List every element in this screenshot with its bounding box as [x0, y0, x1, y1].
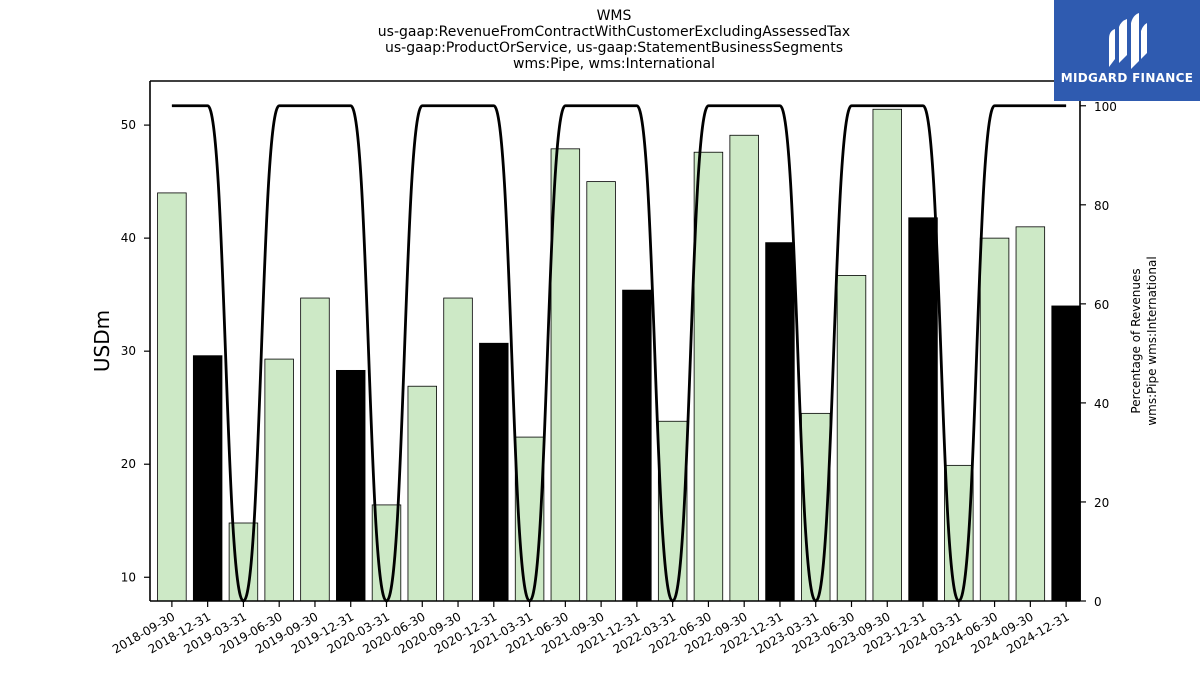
bar-2019-06-30 — [264, 358, 294, 602]
title-line-2: us-gaap:ProductOrService, us-gaap:Statem… — [385, 40, 843, 56]
bar-series — [157, 108, 1081, 602]
bar-2022-09-30 — [729, 134, 759, 602]
y-tick-label: 10 — [121, 570, 136, 584]
bar-2021-12-31 — [622, 289, 652, 602]
axes — [149, 80, 1081, 602]
title-line-0: WMS — [597, 8, 632, 24]
bar-2020-06-30 — [407, 385, 437, 602]
y2-tick-label: 80 — [1094, 199, 1109, 213]
y2-label-line-0: Percentage of Revenues — [1129, 268, 1143, 413]
y-tick-label: 20 — [121, 457, 136, 471]
y-axis-label: USDm — [90, 310, 114, 372]
bar-2018-09-30 — [157, 192, 187, 602]
bar-2023-12-31 — [908, 217, 938, 602]
bar-2024-09-30 — [1015, 226, 1046, 602]
bar-2021-09-30 — [586, 181, 616, 602]
y2-tick-label: 100 — [1094, 100, 1117, 114]
midgard-finance-logo: MIDGARD FINANCE — [1054, 0, 1200, 101]
y2-tick-label: 0 — [1094, 595, 1102, 609]
bar-2023-06-30 — [836, 275, 867, 602]
bar-2023-09-30 — [872, 108, 902, 602]
bar-2020-09-30 — [443, 297, 473, 602]
bar-2024-12-31 — [1051, 305, 1081, 602]
bar-2020-12-31 — [479, 342, 509, 602]
chart-title: WMSus-gaap:RevenueFromContractWithCustom… — [378, 8, 850, 72]
midgard-logo-icon — [1109, 13, 1147, 69]
y2-tick-label: 60 — [1094, 298, 1109, 312]
y2-tick-label: 40 — [1094, 397, 1109, 411]
logo-text: MIDGARD FINANCE — [1060, 71, 1194, 85]
y2-axis-ticks: 0 20 40 60 80 100 — [1080, 100, 1117, 609]
bar-2019-09-30 — [300, 297, 330, 602]
bar-2019-12-31 — [336, 369, 366, 602]
bar-2023-03-31 — [801, 412, 831, 602]
y-tick-label: 50 — [121, 118, 136, 132]
title-line-3: wms:Pipe, wms:International — [513, 56, 715, 72]
title-line-1: us-gaap:RevenueFromContractWithCustomerE… — [378, 24, 850, 40]
y-axis-ticks: 10 20 30 40 50 — [121, 118, 150, 584]
y2-tick-label: 20 — [1094, 496, 1109, 510]
y-tick-label: 30 — [121, 344, 136, 358]
bar-2021-06-30 — [550, 148, 581, 602]
bar-2024-06-30 — [979, 237, 1010, 602]
y2-axis-label: Percentage of Revenues wms:Pipe wms:Inter… — [1129, 256, 1159, 425]
x-axis-ticks: 2018-09-302018-12-312019-03-312019-06-30… — [110, 601, 1072, 656]
percentage-line — [171, 104, 1067, 603]
bar-2022-12-31 — [765, 242, 795, 602]
bar-2022-06-30 — [693, 151, 724, 602]
y-tick-label: 40 — [121, 231, 136, 245]
bar-2018-12-31 — [192, 355, 223, 602]
y2-label-line-1: wms:Pipe wms:International — [1145, 256, 1159, 425]
